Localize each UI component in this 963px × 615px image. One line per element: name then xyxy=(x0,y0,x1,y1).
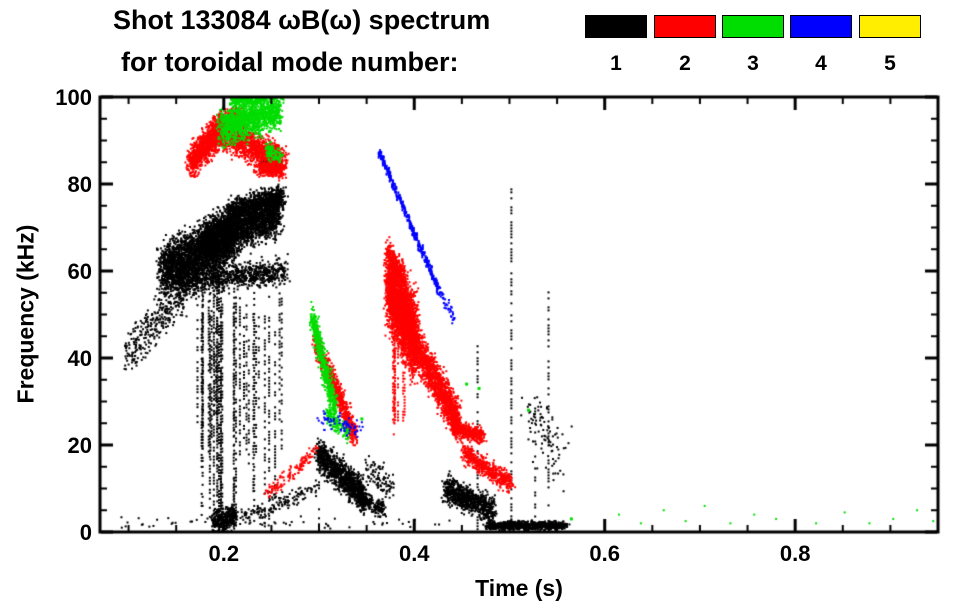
y-tick-label: 80 xyxy=(67,172,92,197)
x-tick-label: 0.6 xyxy=(589,541,620,566)
y-tick-label: 20 xyxy=(67,433,92,458)
x-tick-label: 0.2 xyxy=(208,541,240,566)
legend-label-n1: 1 xyxy=(610,52,622,75)
y-tick-label: 40 xyxy=(67,346,92,371)
legend-swatch-n4 xyxy=(790,15,852,38)
legend-swatch-n1 xyxy=(585,15,647,38)
legend-swatch-n5 xyxy=(859,15,921,38)
legend-swatch-n2 xyxy=(654,15,716,38)
x-tick-label: 0.8 xyxy=(779,541,811,566)
legend-label-n4: 4 xyxy=(815,52,827,75)
legend-label-n5: 5 xyxy=(884,52,896,75)
y-tick-label: 100 xyxy=(55,85,92,110)
legend-label-n2: 2 xyxy=(679,52,691,75)
y-tick-label: 60 xyxy=(67,259,92,284)
chart-title-line1: Shot 133084 ωB(ω) spectrum xyxy=(113,5,491,35)
x-tick-label: 0.4 xyxy=(398,541,430,566)
legend-label-n3: 3 xyxy=(747,52,759,75)
y-axis-title: Frequency (kHz) xyxy=(12,224,39,404)
chart-title-line2: for toroidal mode number: xyxy=(121,47,459,77)
y-tick-label: 0 xyxy=(79,520,92,545)
legend-swatch-n3 xyxy=(722,15,784,38)
x-axis-title: Time (s) xyxy=(475,575,563,601)
